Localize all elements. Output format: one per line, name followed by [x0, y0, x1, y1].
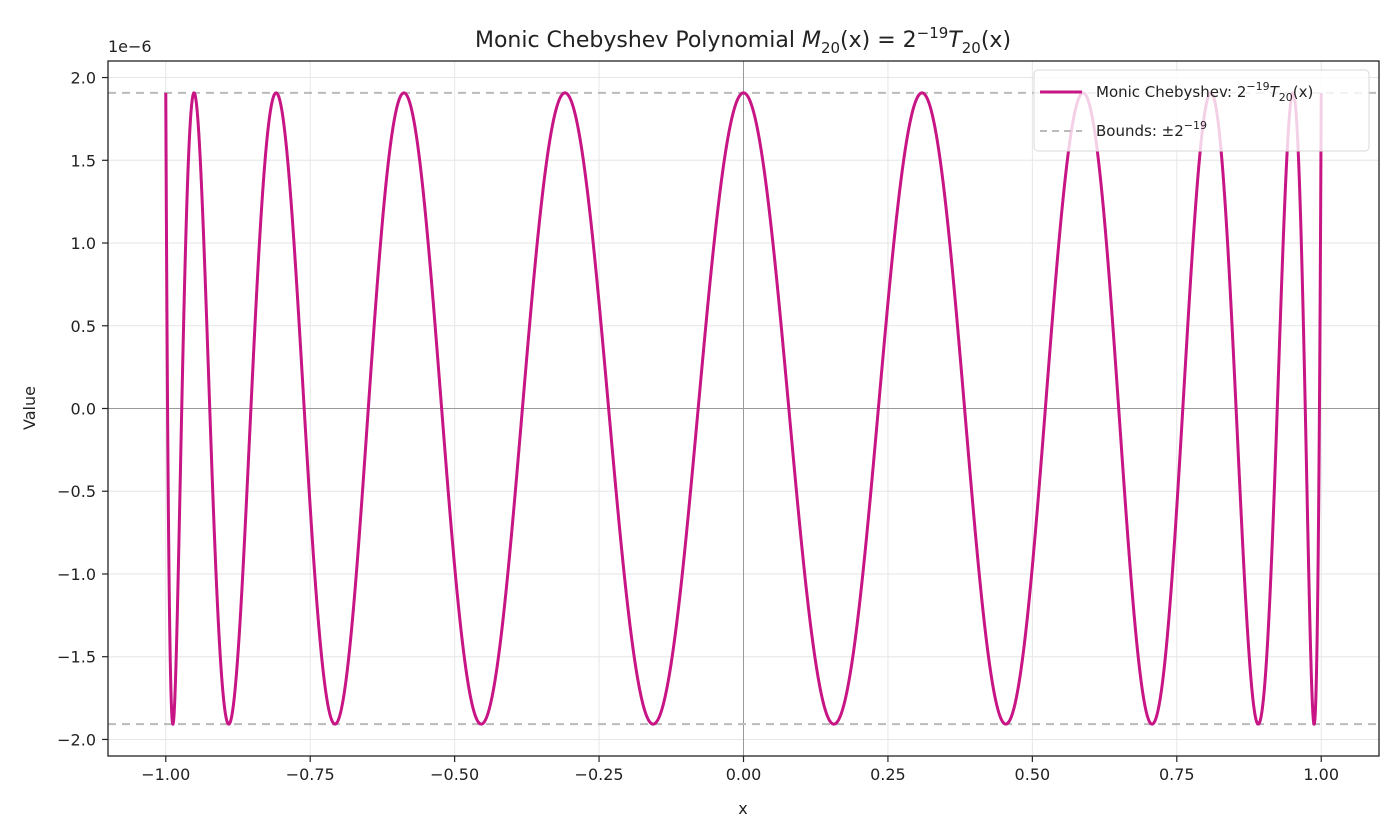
- y-axis-label: Value: [20, 386, 39, 430]
- x-tick-label: −0.75: [286, 765, 335, 784]
- y-tick-label: 0.5: [71, 317, 96, 336]
- y-tick-label: 0.0: [71, 400, 96, 419]
- chart-title: Monic Chebyshev Polynomial M20(x) = 2−19…: [475, 24, 1011, 57]
- y-tick-label: 2.0: [71, 69, 96, 88]
- x-tick-label: −1.00: [141, 765, 190, 784]
- legend-label-curve: Monic Chebyshev: 2−19T20(x): [1096, 80, 1313, 104]
- x-tick-label: 1.00: [1303, 765, 1339, 784]
- x-tick-label: 0.75: [1159, 765, 1195, 784]
- y-tick-label: −1.0: [57, 565, 96, 584]
- legend-label-bounds: Bounds: ±2−19: [1096, 119, 1207, 140]
- x-tick-label: 0.00: [726, 765, 762, 784]
- y-tick-label: −2.0: [57, 730, 96, 749]
- chebyshev-curve: [164, 91, 1323, 726]
- y-tick-label: 1.5: [71, 151, 96, 170]
- x-tick-label: 0.50: [1015, 765, 1051, 784]
- y-tick-label: 1.0: [71, 234, 96, 253]
- y-offset-label: 1e−6: [108, 37, 152, 56]
- x-tick-label: −0.50: [430, 765, 479, 784]
- legend: Monic Chebyshev: 2−19T20(x) Bounds: ±2−1…: [1033, 69, 1370, 152]
- reference-lines: [108, 61, 1379, 756]
- y-axis-ticks: 2.0 1.5 1.0 0.5 0.0 −0.5 −1.0 −1.5 −2.0: [57, 69, 108, 749]
- x-tick-label: 0.25: [870, 765, 906, 784]
- x-axis-label: x: [738, 799, 747, 818]
- x-axis-ticks: −1.00 −0.75 −0.50 −0.25 0.00 0.25 0.50 0.75 1.00: [141, 756, 1339, 784]
- y-tick-label: −1.5: [57, 648, 96, 667]
- x-tick-label: −0.25: [575, 765, 624, 784]
- y-tick-label: −0.5: [57, 482, 96, 501]
